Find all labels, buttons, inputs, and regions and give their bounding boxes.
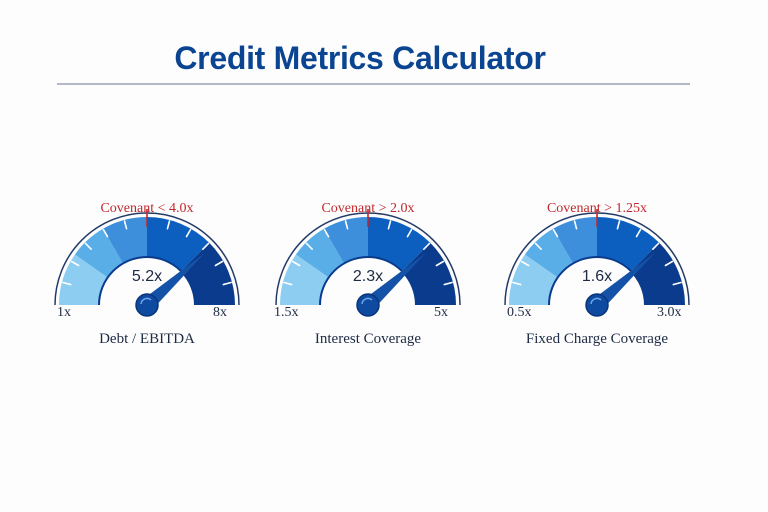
gauge-tick [166,220,171,230]
gauge-segment [180,242,235,305]
gauge-tick [635,228,642,238]
gauge-tick [185,228,192,238]
gauge-min-label: 1.5x [274,305,299,320]
title-divider [57,83,690,85]
gauge-segment [553,217,597,264]
gauge-tick [291,260,301,267]
gauge-interest-coverage: Covenant > 2.0x 2.3x 1.5x 5x Interest Co… [258,195,478,355]
gauge-tick [652,242,660,250]
gauge-value: 5.2x [131,268,163,285]
gauge-segment [509,254,558,305]
gauge-tick [387,220,392,230]
gauge-dial [54,209,240,317]
gauge-value: 2.3x [352,268,384,285]
gauge-max-label: 5x [434,305,448,320]
gauge-min-label: 0.5x [507,305,532,320]
gauge-segment [280,254,329,305]
gauge-tick [344,220,349,230]
gauge-segment [524,228,573,278]
gauge-tick [616,220,621,230]
gauge-tick [70,260,80,267]
needle [592,252,655,311]
gauge-tick [102,228,109,238]
gauge-segment [74,228,123,278]
gauge-tick [573,220,578,230]
gauge-title: Debt / EBITDA [99,331,195,347]
gauge-tick [552,228,559,238]
gauge-segment [401,242,456,305]
gauge-max-label: 8x [213,305,227,320]
gauge-tick [84,242,92,250]
needle [363,252,426,311]
needle-hub [135,293,159,317]
gauge-segment [147,217,210,272]
gauge-tick [534,242,542,250]
gauge-min-label: 1x [57,305,71,320]
gauge-tick [520,260,530,267]
gauge-segment [630,242,685,305]
gauge-tick [202,242,210,250]
needle-hub [585,293,609,317]
gauge-tick [323,228,330,238]
gauge-tick [123,220,128,230]
gauge-debt-ebitda: Covenant < 4.0x 5.2x 1x 8x Debt / EBITDA [37,195,257,355]
gauge-max-label: 3.0x [657,305,682,320]
gauge-tick [672,281,682,286]
gauge-tick [664,260,674,267]
gauge-segment [597,217,660,272]
covenant-label: Covenant > 1.25x [546,201,648,216]
gauge-tick [283,281,293,286]
page-title: Credit Metrics Calculator [174,40,546,76]
gauge-tick [406,228,413,238]
gauge-tick [443,281,453,286]
gauge-tick [62,281,72,286]
gauge-segment [324,217,368,264]
gauge-segment [103,217,147,264]
gauge-tick [435,260,445,267]
covenant-label: Covenant > 2.0x [321,201,415,216]
gauge-tick [214,260,224,267]
gauge-dial [275,209,461,317]
gauge-segment [295,228,344,278]
needle [142,252,205,311]
gauge-tick [222,281,232,286]
gauge-tick [512,281,522,286]
gauge-dial [504,209,690,317]
gauge-fixed-charge-coverage: Covenant > 1.25x 1.6x 0.5x 3.0x Fixed Ch… [487,195,707,355]
gauge-segment [368,217,431,272]
gauge-value: 1.6x [581,268,613,285]
gauge-tick [305,242,313,250]
needle-hub [356,293,380,317]
gauge-tick [423,242,431,250]
covenant-label: Covenant < 4.0x [100,201,194,216]
gauge-title: Interest Coverage [314,331,422,347]
gauge-title: Fixed Charge Coverage [525,331,669,347]
gauge-segment [59,254,108,305]
